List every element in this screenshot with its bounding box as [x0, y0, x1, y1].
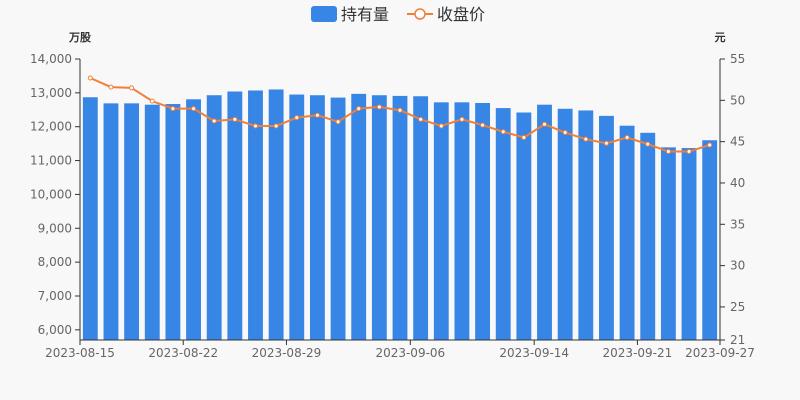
bar-holdings [702, 140, 718, 340]
left-axis-unit: 万股 [68, 31, 92, 44]
price-point [500, 129, 506, 135]
price-point [603, 140, 609, 146]
right-tick-label: 25 [730, 300, 745, 314]
bar-holdings [557, 108, 573, 341]
bar-holdings [144, 104, 160, 340]
right-tick-label: 21 [730, 333, 745, 347]
legend-label-holdings: 持有量 [341, 5, 389, 24]
bar-holdings [413, 96, 429, 341]
bar-holdings [103, 103, 119, 340]
x-tick-label: 2023-08-29 [252, 346, 322, 360]
bar-holdings [309, 95, 325, 340]
price-point [542, 121, 548, 127]
bar-holdings [681, 148, 697, 340]
axes: 6,000 7,000 8,000 9,000 10,000 11,000 12,000 13… [30, 52, 755, 360]
bar-holdings [475, 103, 491, 340]
bar-holdings [351, 93, 367, 341]
price-point [129, 85, 135, 91]
price-point [418, 116, 424, 122]
x-tick-label: 2023-09-27 [685, 346, 755, 360]
bar-holdings [227, 91, 243, 340]
left-tick-label: 12,000 [30, 120, 72, 134]
x-tick-label: 2023-09-14 [499, 346, 569, 360]
bar-holdings [268, 89, 284, 340]
price-point [108, 84, 114, 90]
right-tick-label: 45 [730, 135, 745, 149]
price-point [480, 122, 486, 128]
bar-holdings [495, 108, 511, 340]
bar-holdings [124, 103, 140, 340]
price-point [665, 149, 671, 155]
left-tick-label: 13,000 [30, 86, 72, 100]
legend[interactable]: 持有量 收盘价 [311, 5, 485, 24]
bar-holdings [537, 104, 552, 340]
price-point [645, 141, 651, 147]
bar-holdings [248, 90, 263, 341]
bar-holdings [392, 95, 408, 341]
price-point [87, 75, 93, 81]
bar-holdings [578, 110, 594, 341]
right-tick-label: 30 [730, 259, 745, 273]
price-point [624, 135, 630, 141]
bar-holdings [289, 94, 305, 340]
price-point [686, 149, 692, 155]
right-tick-label: 50 [730, 93, 745, 107]
price-point [562, 130, 568, 136]
left-tick-label: 8,000 [38, 255, 72, 269]
x-tick-label: 2023-09-21 [603, 346, 673, 360]
bar-holdings [433, 102, 449, 340]
right-tick-label: 40 [730, 176, 745, 190]
price-point [707, 142, 713, 148]
price-point [149, 98, 155, 104]
x-tick-label: 2023-09-06 [375, 346, 445, 360]
price-point [397, 107, 403, 113]
bar-holdings [619, 125, 635, 340]
price-point [273, 123, 279, 129]
price-point [191, 106, 197, 112]
bar-holdings [186, 99, 201, 340]
bar-holdings [82, 97, 98, 340]
bar-holdings [206, 95, 222, 340]
price-point [252, 123, 258, 129]
price-point [211, 118, 217, 124]
left-tick-label: 10,000 [30, 187, 72, 201]
left-tick-label: 9,000 [38, 221, 72, 235]
left-tick-label: 6,000 [38, 323, 72, 337]
bar-holdings [660, 147, 676, 340]
price-point [521, 135, 527, 141]
legend-swatch-price-marker [414, 8, 426, 20]
price-point [356, 106, 362, 112]
price-point [438, 123, 444, 129]
price-point [459, 116, 465, 122]
price-point [294, 115, 300, 121]
bar-holdings [454, 102, 470, 340]
bar-holdings [640, 132, 656, 340]
bar-holdings [165, 104, 181, 340]
legend-swatch-holdings [311, 6, 337, 22]
legend-label-price: 收盘价 [437, 5, 485, 24]
line-series-price [87, 75, 713, 155]
bar-series-holdings [82, 89, 718, 341]
bar-holdings [371, 95, 387, 340]
left-tick-label: 14,000 [30, 52, 72, 66]
right-tick-label: 35 [730, 217, 745, 231]
left-tick-label: 7,000 [38, 289, 72, 303]
bar-holdings [599, 115, 614, 340]
right-axis-unit: 元 [715, 31, 726, 44]
bar-holdings [516, 112, 532, 341]
price-point [170, 106, 176, 112]
bar-holdings [330, 97, 346, 340]
price-point [583, 136, 589, 142]
price-point [314, 112, 320, 118]
x-tick-label: 2023-08-22 [148, 346, 218, 360]
left-tick-label: 11,000 [30, 154, 72, 168]
price-point [335, 119, 341, 125]
price-point [232, 116, 238, 122]
x-tick-label: 2023-08-15 [45, 346, 115, 360]
right-tick-label: 55 [730, 52, 745, 66]
price-point [376, 104, 382, 110]
